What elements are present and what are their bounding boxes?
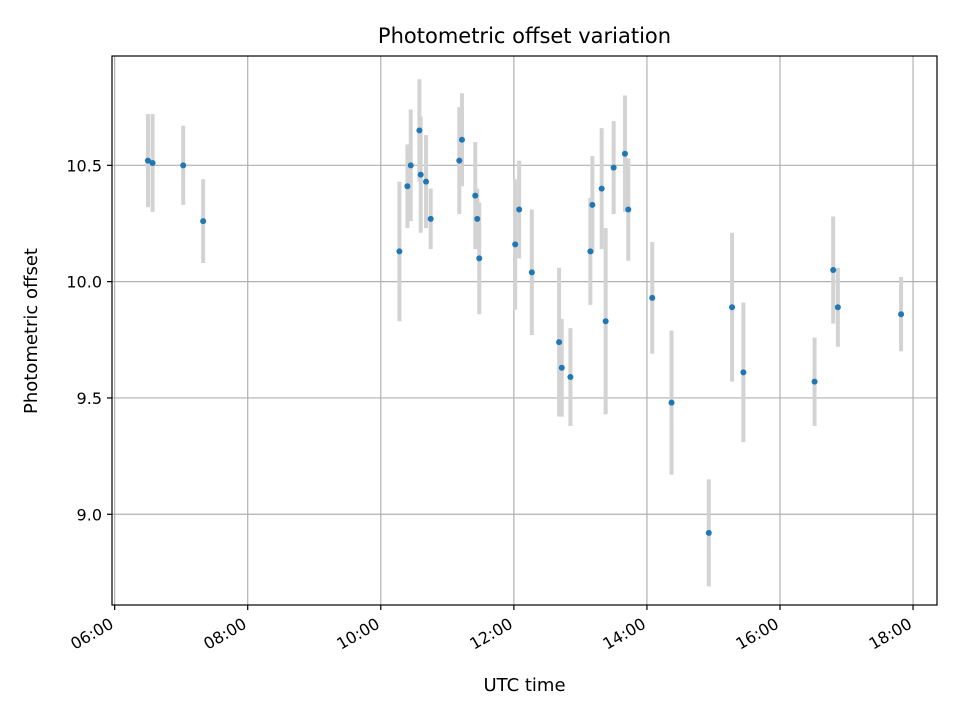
data-point (587, 248, 594, 255)
y-tick-label: 9.0 (77, 505, 102, 524)
data-point (396, 248, 403, 255)
data-point (811, 378, 818, 385)
data-point (625, 206, 632, 213)
y-tick-label: 9.5 (77, 389, 102, 408)
data-point (512, 241, 519, 248)
data-point (404, 183, 411, 190)
point-layer (144, 127, 905, 536)
y-axis-title: Photometric offset (21, 248, 42, 414)
chart-title: Photometric offset variation (378, 24, 671, 48)
data-point (516, 206, 523, 213)
data-point (589, 201, 596, 208)
data-point (407, 162, 414, 169)
data-point (416, 127, 423, 134)
data-point (834, 304, 841, 311)
data-point (458, 136, 465, 143)
data-point (668, 399, 675, 406)
data-point (567, 374, 574, 381)
data-point (740, 369, 747, 376)
data-point (729, 304, 736, 311)
data-point (456, 157, 463, 164)
data-point (602, 318, 609, 325)
x-axis-title: UTC time (483, 675, 565, 696)
data-point (830, 267, 837, 274)
data-point (528, 269, 535, 276)
data-point (144, 157, 151, 164)
data-point (149, 160, 156, 167)
data-point (472, 192, 479, 199)
data-point (598, 185, 605, 192)
data-point (180, 162, 187, 169)
data-point (558, 364, 565, 371)
grid-layer (112, 56, 937, 605)
data-point (621, 150, 628, 157)
data-point (610, 164, 617, 171)
data-point (423, 178, 430, 185)
data-point (427, 215, 434, 222)
y-tick-label: 10.0 (66, 273, 102, 292)
data-point (649, 294, 656, 301)
data-point (556, 339, 563, 346)
data-point (200, 218, 207, 225)
data-point (474, 215, 481, 222)
y-tick-label: 10.5 (66, 156, 102, 175)
data-point (417, 171, 424, 178)
data-point (705, 529, 712, 536)
plot-frame (111, 55, 938, 606)
data-point (898, 311, 905, 318)
data-point (476, 255, 483, 262)
